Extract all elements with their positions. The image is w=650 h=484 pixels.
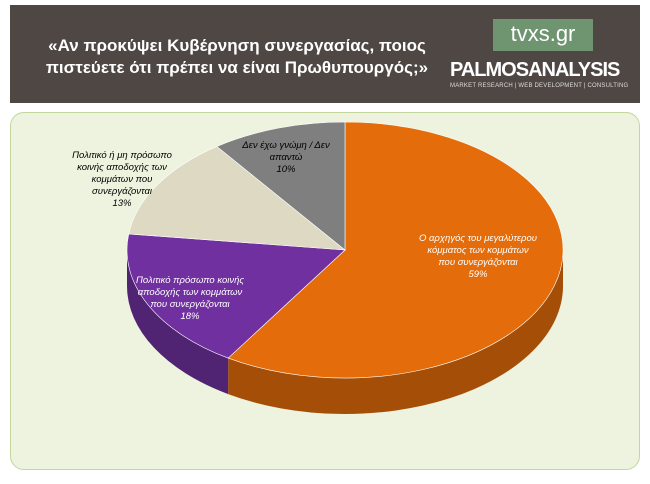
category-label: Ο αρχηγός του μεγαλύτερου κόμματος των κ… (418, 233, 538, 268)
slice (227, 121, 564, 379)
category-label: Πολιτικό πρόσωπο κοινής αποδοχής των κομ… (135, 275, 244, 310)
category-label: Πολιτικό ή μη πρόσωπο κοινής αποδοχής τω… (72, 150, 172, 197)
slice (216, 121, 346, 251)
logo-top: tvxs.gr (493, 19, 593, 51)
slice-side (228, 250, 563, 414)
title: «Αν προκύψει Κυβέρνηση συνεργασίας, ποιο… (45, 36, 429, 77)
slice-label: Δεν έχω γνώμη / Δεν απαντώ 10% (236, 140, 336, 176)
logo-sub: MARKET RESEARCH | WEB DEVELOPMENT | CONS… (450, 83, 629, 89)
value-label: 59% (468, 269, 488, 280)
value-label: 18% (180, 311, 200, 322)
slice-label: Πολιτικό ή μη πρόσωπο κοινής αποδοχής τω… (62, 150, 182, 210)
slice (126, 233, 346, 359)
category-label: Δεν έχω γνώμη / Δεν απαντώ (242, 140, 330, 163)
slice-label: Ο αρχηγός του μεγαλύτερου κόμματος των κ… (418, 233, 538, 281)
slice-label: Πολιτικό πρόσωπο κοινής αποδοχής των κομ… (130, 275, 250, 323)
slice (128, 146, 346, 251)
slice-side (126, 250, 229, 395)
value-label: 10% (276, 164, 296, 175)
logo-main: PALMOSANALYSIS (450, 59, 620, 81)
value-label: 13% (112, 198, 132, 209)
header: «Αν προκύψει Κυβέρνηση συνεργασίας, ποιο… (10, 5, 640, 103)
